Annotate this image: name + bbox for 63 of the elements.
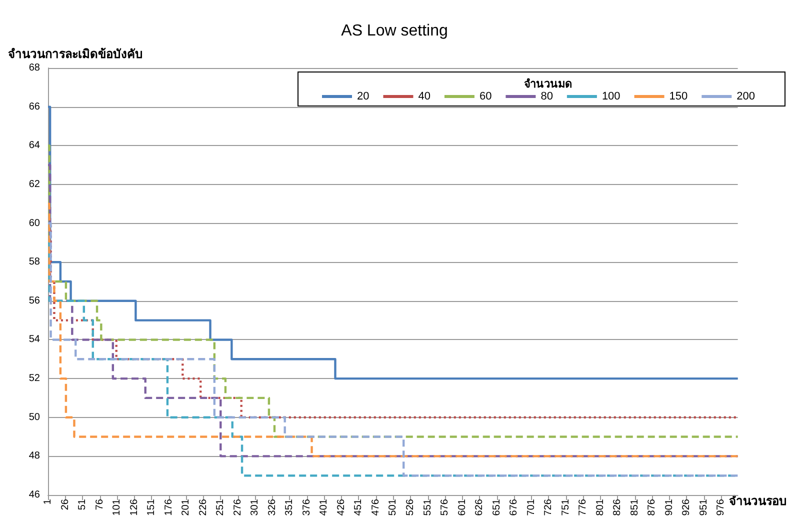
legend-label: 150 <box>669 90 688 102</box>
x-tick-label: 626 <box>474 498 486 516</box>
legend-title: จำนวนมด <box>524 78 572 90</box>
x-tick-label: 226 <box>198 498 209 516</box>
x-tick-label: 751 <box>560 498 572 516</box>
x-tick-label: 926 <box>681 498 692 516</box>
x-tick-label: 851 <box>629 498 640 516</box>
x-tick-label: 451 <box>353 498 364 516</box>
x-tick-label: 1 <box>42 498 54 505</box>
x-tick-label: 701 <box>526 498 537 516</box>
x-tick-label: 276 <box>232 498 244 516</box>
legend-label: 40 <box>418 90 430 102</box>
x-tick-label: 151 <box>146 498 158 516</box>
y-tick-label: 62 <box>28 178 40 190</box>
x-tick-label: 776 <box>578 498 589 516</box>
y-tick-label: 68 <box>28 62 40 74</box>
y-tick-label: 58 <box>28 256 40 268</box>
y-tick-label: 48 <box>28 450 40 462</box>
x-tick-label: 676 <box>508 498 520 516</box>
x-tick-label: 576 <box>440 498 451 516</box>
x-tick-label: 26 <box>60 498 71 510</box>
y-tick-label: 52 <box>28 373 40 384</box>
x-tick-label: 526 <box>405 498 416 516</box>
y-tick-label: 60 <box>28 218 40 229</box>
x-tick-label: 326 <box>266 498 278 516</box>
x-axis-title: จำนวนรอบ <box>729 494 788 508</box>
x-tick-label: 601 <box>456 498 468 516</box>
y-tick-label: 50 <box>28 412 40 423</box>
chart-title: AS Low setting <box>341 22 448 40</box>
x-tick-label: 176 <box>163 498 174 516</box>
x-tick-label: 951 <box>698 498 710 516</box>
x-tick-label: 301 <box>250 498 261 516</box>
x-tick-label: 251 <box>215 498 226 516</box>
x-tick-label: 351 <box>284 498 296 516</box>
x-tick-label: 901 <box>664 498 675 516</box>
x-tick-label: 201 <box>180 498 192 516</box>
x-tick-label: 726 <box>543 498 554 516</box>
x-tick-label: 551 <box>422 498 434 516</box>
y-tick-label: 46 <box>28 490 40 500</box>
x-tick-label: 476 <box>370 498 382 516</box>
y-tick-label: 66 <box>28 101 40 112</box>
x-tick-label: 401 <box>318 498 330 516</box>
legend-label: 80 <box>540 90 553 102</box>
x-tick-label: 101 <box>112 498 123 516</box>
y-tick-label: 54 <box>28 334 40 346</box>
x-tick-label: 976 <box>716 498 727 516</box>
x-tick-label: 501 <box>388 498 399 516</box>
x-tick-label: 126 <box>128 498 140 516</box>
legend-label: 200 <box>736 90 756 102</box>
legend-label: 20 <box>357 90 370 102</box>
x-tick-label: 801 <box>594 498 606 516</box>
legend-label: 60 <box>479 90 492 102</box>
legend-label: 100 <box>602 90 620 102</box>
y-tick-label: 64 <box>28 140 40 152</box>
y-axis-title: จำนวนการละเมิดข้อบังคับ <box>8 47 143 61</box>
x-tick-label: 426 <box>336 498 347 516</box>
x-tick-label: 51 <box>77 498 88 510</box>
x-tick-label: 376 <box>301 498 312 516</box>
y-tick-label: 56 <box>28 295 40 306</box>
x-tick-label: 826 <box>612 498 624 516</box>
x-tick-label: 76 <box>94 498 106 510</box>
x-tick-label: 876 <box>646 498 658 516</box>
x-tick-label: 651 <box>491 498 502 516</box>
